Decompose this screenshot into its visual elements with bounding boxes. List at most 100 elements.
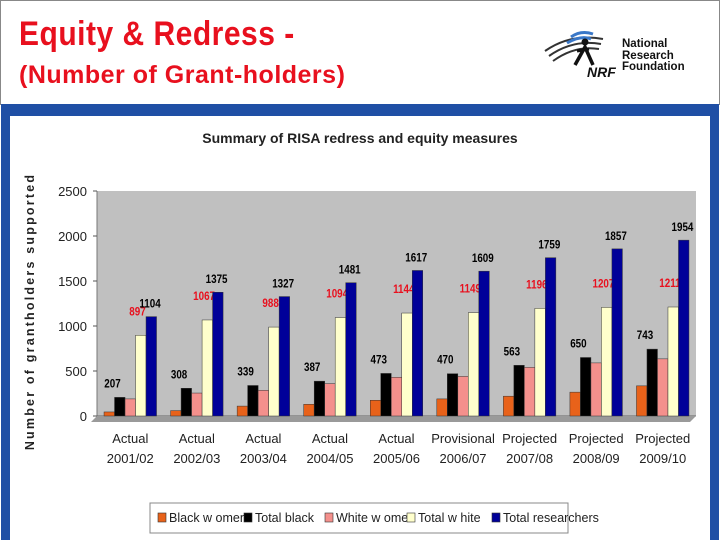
bar-3-6	[534, 308, 546, 417]
bar-1-2	[247, 385, 259, 417]
bar-4-4	[412, 270, 423, 417]
bar-2-3	[324, 383, 336, 417]
bar-4-0	[145, 316, 157, 417]
bar-0-4	[370, 400, 381, 417]
bar-3-7	[601, 307, 613, 417]
logo-line: Foundation	[622, 61, 685, 73]
bar-2-0	[124, 398, 136, 417]
bar-3-0	[135, 335, 147, 417]
data-label: 1067	[193, 290, 215, 303]
data-label: 470	[437, 354, 453, 367]
y-tick-label: 2000	[58, 229, 87, 244]
bar-3-1	[201, 319, 213, 417]
slide-header: Equity & Redress - (Number of Grant-hold…	[0, 0, 720, 105]
data-label: 743	[637, 329, 653, 342]
y-tick-label: 1500	[58, 274, 87, 289]
data-label: 1481	[339, 264, 361, 277]
bar-2-8	[657, 358, 669, 417]
plot-floor	[91, 416, 696, 422]
legend-label: Total black	[255, 511, 315, 525]
data-label: 650	[570, 338, 586, 351]
bar-4-2	[278, 296, 290, 417]
x-tick-label: 2002/03	[173, 451, 220, 466]
bar-1-4	[380, 373, 392, 417]
data-label: 563	[504, 345, 520, 358]
data-label: 1954	[672, 221, 695, 234]
chart-container: Summary of RISA redress and equity measu…	[10, 116, 710, 540]
data-label: 308	[171, 368, 187, 381]
data-label: 473	[371, 354, 387, 367]
bar-4-7	[611, 248, 623, 417]
data-label: 1759	[538, 239, 560, 252]
bar-3-3	[334, 317, 346, 417]
x-tick-label: 2006/07	[440, 451, 487, 466]
x-tick-label: 2007/08	[506, 451, 553, 466]
bar-3-8	[667, 306, 679, 417]
data-label: 1617	[405, 252, 427, 265]
bar-4-6	[545, 257, 557, 417]
data-label: 1609	[472, 252, 494, 265]
x-tick-label: Projected	[635, 431, 690, 446]
data-label: 1149	[460, 283, 481, 296]
logo-line: National	[622, 38, 668, 50]
slide-body: Summary of RISA redress and equity measu…	[1, 104, 719, 540]
bar-0-3	[303, 404, 315, 417]
bar-2-5	[457, 376, 469, 417]
bar-4-8	[678, 239, 690, 417]
bar-2-4	[391, 377, 402, 417]
bar-4-5	[478, 270, 490, 417]
bar-chart: Summary of RISA redress and equity measu…	[23, 130, 696, 534]
bar-1-0	[114, 397, 126, 417]
bar-0-7	[569, 391, 581, 417]
y-tick-label: 0	[80, 409, 87, 424]
bar-3-2	[268, 326, 280, 417]
bar-2-6	[524, 367, 536, 417]
logo-wordmark: National Research Foundation	[622, 38, 685, 74]
y-tick-label: 1000	[58, 319, 87, 334]
data-label: 1211	[659, 277, 680, 290]
slide-subtitle: (Number of Grant-holders)	[19, 61, 346, 89]
data-label: 1207	[592, 278, 614, 291]
legend-swatch	[157, 512, 167, 523]
data-label: 387	[304, 361, 320, 374]
data-label: 1144	[393, 283, 415, 296]
data-label: 339	[237, 366, 253, 379]
legend-label: White w omen	[336, 511, 415, 525]
x-tick-label: Actual	[179, 431, 215, 446]
y-tick-label: 2500	[58, 184, 87, 199]
data-label: 1857	[605, 230, 627, 243]
data-label: 897	[129, 305, 145, 318]
x-tick-label: Projected	[502, 431, 557, 446]
bar-0-8	[636, 385, 648, 417]
bar-0-1	[170, 410, 182, 417]
x-tick-label: Actual	[312, 431, 348, 446]
bar-2-7	[590, 362, 602, 417]
nrf-emblem-icon: NRF	[544, 31, 616, 80]
bar-4-1	[212, 292, 224, 417]
x-tick-label: 2003/04	[240, 451, 287, 466]
x-tick-label: 2004/05	[306, 451, 353, 466]
x-tick-label: Projected	[569, 431, 624, 446]
bar-2-2	[257, 390, 269, 417]
x-tick-label: 2009/10	[639, 451, 686, 466]
data-label: 1327	[272, 278, 294, 291]
bar-0-6	[503, 395, 515, 417]
data-label: 1104	[139, 298, 161, 311]
y-axis-label: Number of grantholders supported	[23, 173, 37, 450]
legend-label: Total w hite	[418, 511, 481, 525]
bar-1-7	[580, 357, 592, 417]
data-label: 207	[104, 378, 120, 391]
x-tick-label: Actual	[112, 431, 148, 446]
x-tick-label: Actual	[245, 431, 281, 446]
bar-1-5	[447, 373, 459, 417]
bar-0-2	[236, 405, 248, 417]
bar-1-8	[646, 348, 658, 417]
legend-label: Black w omen	[169, 511, 247, 525]
bar-1-6	[513, 365, 525, 417]
data-label: 988	[262, 297, 278, 310]
x-tick-label: Actual	[378, 431, 414, 446]
data-label: 1375	[206, 273, 228, 286]
legend-label: Total researchers	[503, 511, 599, 525]
legend-swatch	[491, 512, 501, 523]
legend-swatch	[406, 512, 416, 523]
